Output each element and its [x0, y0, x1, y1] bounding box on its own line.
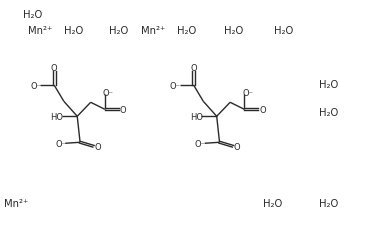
Text: O: O: [120, 105, 127, 114]
Text: H₂O: H₂O: [319, 80, 338, 90]
Text: O: O: [51, 64, 57, 73]
Text: O: O: [94, 142, 101, 151]
Text: HO: HO: [190, 112, 203, 121]
Text: H₂O: H₂O: [319, 107, 338, 117]
Text: H₂O: H₂O: [23, 11, 42, 20]
Text: O⁻: O⁻: [56, 139, 67, 148]
Text: H₂O: H₂O: [263, 198, 282, 208]
Text: HO: HO: [50, 112, 63, 121]
Text: H₂O: H₂O: [224, 26, 243, 36]
Text: O⁻: O⁻: [170, 82, 181, 90]
Text: H₂O: H₂O: [64, 26, 83, 36]
Text: Mn²⁺: Mn²⁺: [28, 26, 52, 36]
Text: O: O: [191, 64, 197, 73]
Text: H₂O: H₂O: [319, 198, 338, 208]
Text: O⁻: O⁻: [242, 88, 253, 97]
Text: H₂O: H₂O: [177, 26, 197, 36]
Text: O: O: [234, 142, 240, 151]
Text: Mn²⁺: Mn²⁺: [141, 26, 166, 36]
Text: H₂O: H₂O: [274, 26, 293, 36]
Text: O: O: [259, 105, 266, 114]
Text: H₂O: H₂O: [108, 26, 128, 36]
Text: Mn²⁺: Mn²⁺: [4, 198, 28, 208]
Text: O⁻: O⁻: [195, 139, 206, 148]
Text: O⁻: O⁻: [103, 88, 114, 97]
Text: O⁻: O⁻: [30, 82, 42, 90]
